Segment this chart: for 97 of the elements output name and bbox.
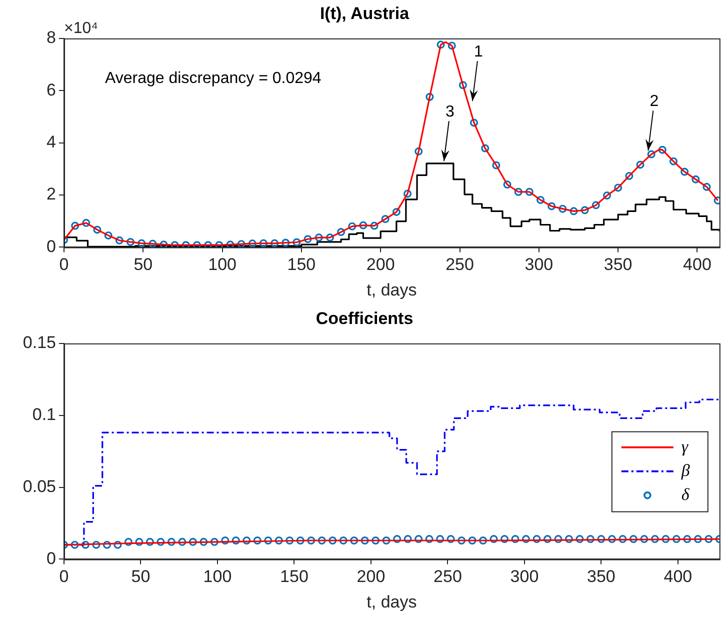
x-tick-label: 150 <box>280 567 308 586</box>
x-tick-label: 200 <box>356 567 386 586</box>
y-tick-label: 0 <box>46 236 56 256</box>
point <box>292 238 301 246</box>
point <box>414 147 423 156</box>
x-tick-label: 250 <box>446 255 474 274</box>
y-tick-label: 0.15 <box>22 333 56 352</box>
chart-title: I(t), Austria <box>320 4 410 23</box>
x-tick-label: 200 <box>366 255 395 274</box>
point <box>481 144 490 152</box>
x-tick-label: 50 <box>131 567 150 586</box>
point <box>514 188 522 196</box>
point <box>115 236 124 244</box>
x-tick-label: 400 <box>664 567 692 586</box>
y-tick-label: 8 <box>46 28 56 48</box>
point <box>381 215 390 224</box>
annotation: Average discrepancy = 0.0294 <box>105 70 322 87</box>
point <box>192 241 201 248</box>
x-tick-label: 250 <box>434 567 462 586</box>
legend-label: δ <box>681 484 690 504</box>
legend-label: β <box>680 460 690 480</box>
point <box>259 239 268 248</box>
point <box>558 204 567 213</box>
point <box>170 241 179 248</box>
x-tick-label: 0 <box>59 255 69 274</box>
y-tick-label: 0.05 <box>22 476 56 496</box>
x-tick-label: 100 <box>208 255 236 274</box>
point <box>570 207 578 216</box>
point <box>104 231 112 240</box>
point <box>636 160 644 169</box>
point <box>226 240 234 248</box>
point <box>536 196 545 204</box>
point <box>392 208 400 216</box>
x-tick-label: 350 <box>587 567 616 586</box>
point <box>337 228 346 236</box>
point <box>282 238 290 247</box>
x-tick-label: 50 <box>134 255 153 274</box>
point <box>603 192 611 200</box>
x-axis-title: t, days <box>366 592 417 612</box>
point <box>525 188 534 196</box>
point <box>138 239 146 248</box>
point <box>470 118 478 127</box>
point <box>82 218 90 227</box>
y-tick-label: 6 <box>46 80 56 100</box>
point <box>348 222 356 230</box>
point <box>580 206 589 214</box>
legend-label: γ <box>681 436 690 456</box>
x-tick-label: 150 <box>287 255 316 274</box>
point <box>492 161 500 170</box>
x-tick-label: 350 <box>604 255 632 274</box>
y-tick-label: 0.1 <box>32 405 56 424</box>
point <box>592 201 600 210</box>
point <box>426 92 434 101</box>
point <box>680 168 689 176</box>
point <box>270 239 279 248</box>
point <box>458 81 467 90</box>
point <box>237 240 246 248</box>
point <box>93 226 102 234</box>
point <box>448 42 456 50</box>
annotation: 3 <box>445 103 454 120</box>
x-tick-label: 300 <box>510 567 539 586</box>
point <box>647 150 656 158</box>
point <box>314 234 323 242</box>
point <box>548 202 556 210</box>
x-tick-label: 100 <box>203 567 232 586</box>
point <box>404 190 412 198</box>
point <box>614 184 622 192</box>
y-tick-label: 0 <box>46 548 56 568</box>
point <box>359 221 368 230</box>
point <box>126 238 134 246</box>
point <box>658 146 666 154</box>
point <box>625 172 634 180</box>
point <box>148 240 157 248</box>
point <box>503 180 512 189</box>
x-tick-label: 400 <box>683 255 712 274</box>
point <box>215 241 224 248</box>
point <box>304 235 312 244</box>
annotation: 2 <box>650 93 659 110</box>
annotation: 1 <box>474 43 483 60</box>
chart-title: Coefficients <box>316 308 414 328</box>
point <box>370 222 378 230</box>
x-tick-label: 300 <box>524 255 554 274</box>
point <box>248 240 256 248</box>
point <box>436 40 445 49</box>
point <box>182 241 190 248</box>
point <box>160 240 168 248</box>
point <box>71 222 80 230</box>
x-tick-label: 0 <box>59 567 69 586</box>
y-tick-label: 4 <box>46 132 56 152</box>
point <box>204 241 212 248</box>
y-tick-label: 2 <box>46 184 56 204</box>
x-axis-title: t, days <box>366 280 417 300</box>
point <box>326 234 334 242</box>
point <box>692 175 700 184</box>
text: ×10⁴ <box>64 20 98 37</box>
point <box>702 182 711 191</box>
point <box>669 157 678 166</box>
